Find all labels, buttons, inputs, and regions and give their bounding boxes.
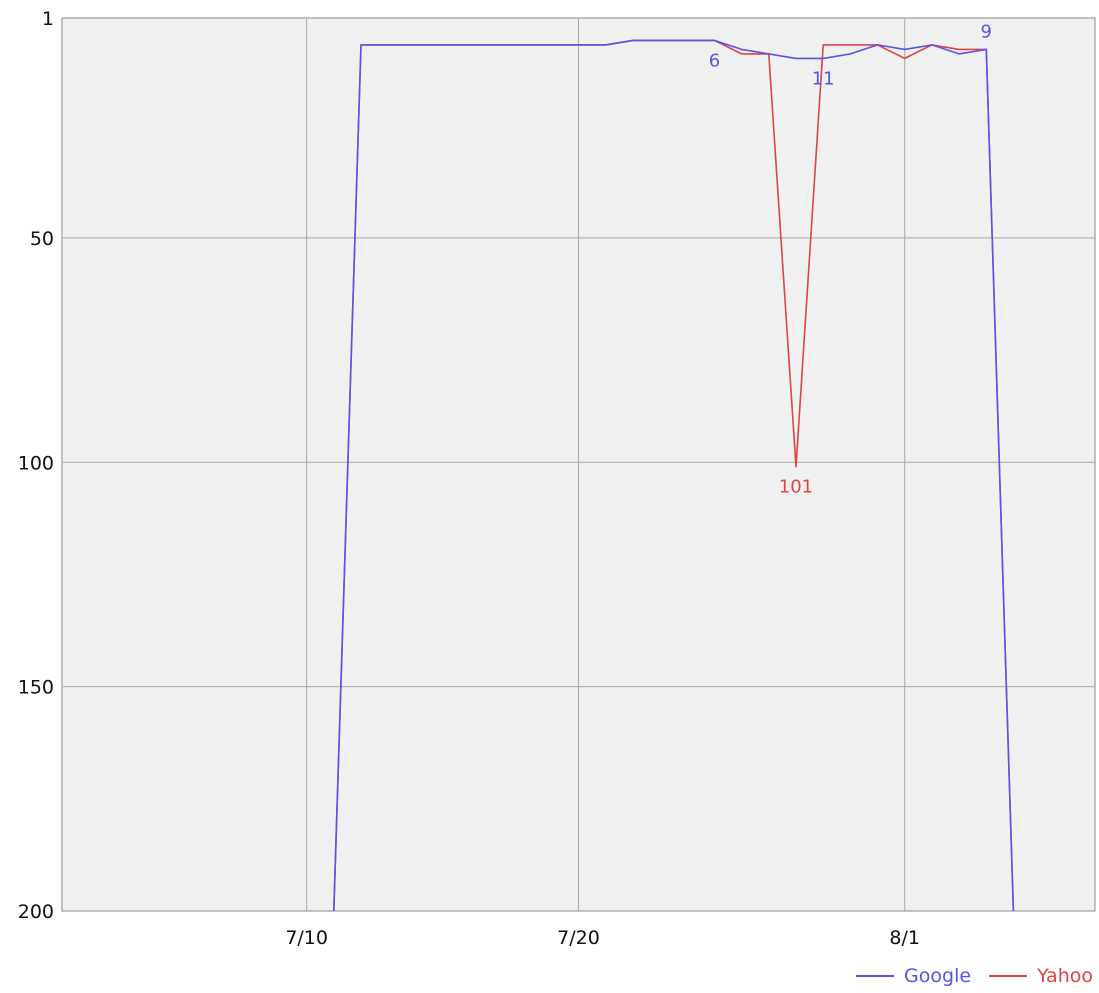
legend-swatch-google [856, 975, 895, 977]
legend-item-google: Google [856, 965, 971, 987]
legend-item-yahoo: Yahoo [989, 965, 1093, 987]
y-tick-label: 200 [18, 901, 54, 923]
grid [62, 18, 1095, 911]
series-lines [333, 39, 1015, 912]
legend-label-yahoo: Yahoo [1037, 965, 1093, 987]
point-label-yahoo: 101 [779, 477, 813, 498]
point-label-google: 9 [981, 21, 992, 42]
series-line-google [333, 39, 1015, 912]
point-labels: 6 11 9 101 [709, 21, 992, 497]
y-tick-label: 1 [42, 8, 54, 30]
x-tick-label: 7/20 [557, 927, 600, 949]
legend-label-google: Google [904, 965, 972, 987]
legend-swatch-yahoo [989, 975, 1028, 977]
legend: Google Yahoo [856, 965, 1093, 987]
point-label-google: 6 [709, 50, 720, 71]
x-tick-label: 8/1 [889, 927, 920, 949]
x-tick-label: 7/10 [285, 927, 328, 949]
y-tick-label: 150 [18, 677, 54, 699]
y-tick-label: 100 [18, 452, 54, 474]
x-axis-ticks: 7/10 7/20 8/1 [285, 927, 920, 949]
point-label-google: 11 [812, 68, 835, 89]
y-tick-label: 50 [30, 228, 54, 250]
